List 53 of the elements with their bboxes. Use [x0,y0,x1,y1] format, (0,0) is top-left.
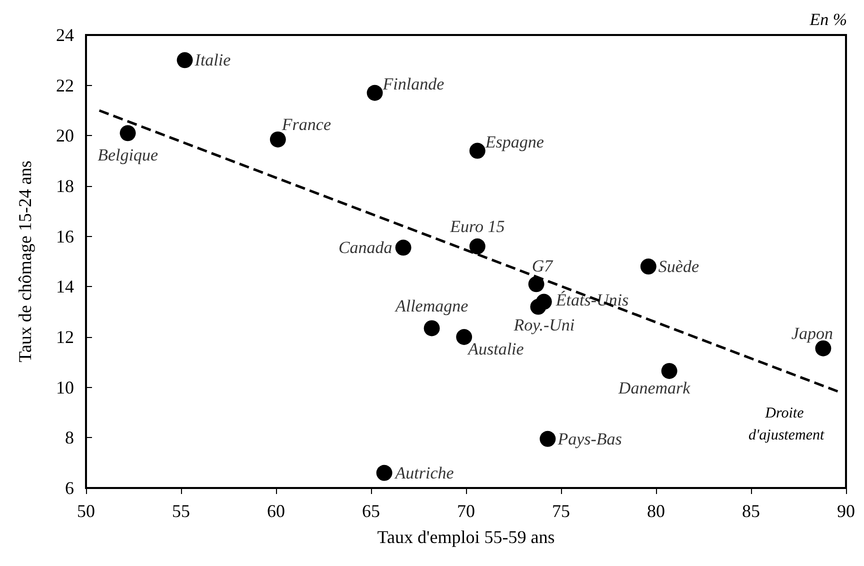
x-axis-title: Taux d'emploi 55-59 ans [377,527,555,547]
y-tick-label: 16 [56,226,74,246]
y-tick-label: 24 [56,25,74,45]
annotation: Suède [658,257,700,276]
y-tick-label: 18 [56,176,74,196]
series-label: Droite d'ajustement [748,405,825,444]
y-tick-label: 8 [65,428,74,448]
annotation: Roy.-Uni [512,315,575,334]
point [270,131,286,148]
annotation: G7 [532,256,554,276]
y-tick-label: 20 [56,126,74,146]
point [395,240,412,256]
point [540,430,556,447]
y-tick-label: 22 [56,75,74,96]
annotation: Euro 15 [449,216,505,236]
annotation: Belgique [98,146,158,165]
x-tick-label: 55 [172,501,190,521]
y-tick-label: 6 [65,478,74,498]
annotation: Finlande [382,74,445,94]
annotation: Pays-Bas [556,429,622,448]
point [176,52,193,68]
point [424,320,440,336]
x-tick-label: 80 [647,501,665,521]
point [120,125,136,142]
y-axis-title: Taux de chômage 15-24 ans [15,160,35,362]
point [469,142,486,159]
x-tick-label: 50 [77,501,95,521]
x-tick-label: 70 [457,501,475,521]
annotation: Italie [194,50,232,70]
point [469,238,486,254]
x-tick-label: 85 [742,501,760,521]
annotation: France [280,114,332,134]
x-tick-label: 75 [552,501,570,521]
chart-subtitle: En % [808,10,847,29]
point [366,84,383,101]
point [661,362,678,379]
point [640,258,656,275]
point [376,464,392,481]
annotation: Espagne [484,132,544,152]
y-tick-label: 12 [56,327,74,347]
point [530,298,546,315]
y-tick-label: 10 [56,377,74,398]
y-tick-label: 14 [56,276,74,297]
annotation: Canada [338,238,392,258]
annotation: Japon [791,324,833,343]
x-tick-label: 60 [267,501,285,521]
annotation: Austalie [467,340,524,358]
x-tick-label: 90 [837,501,855,521]
annotation: Danemark [617,378,691,398]
point [528,276,544,292]
annotation: Autriche [394,463,454,482]
x-tick-label: 65 [362,501,380,521]
annotation: Allemagne [394,296,469,316]
